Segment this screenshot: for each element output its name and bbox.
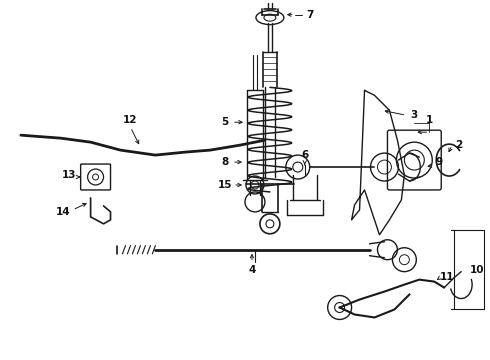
Text: 3: 3	[411, 110, 418, 120]
Text: 8: 8	[221, 157, 229, 167]
Text: 14: 14	[55, 207, 70, 217]
Text: 6: 6	[301, 150, 308, 160]
Text: 13: 13	[61, 170, 76, 180]
Text: 15: 15	[218, 180, 232, 190]
Text: 5: 5	[221, 117, 229, 127]
Text: 4: 4	[248, 265, 256, 275]
Text: 1: 1	[426, 115, 433, 125]
Text: 12: 12	[123, 115, 138, 125]
Text: 10: 10	[470, 265, 484, 275]
Text: 2: 2	[456, 140, 463, 150]
Text: 7: 7	[306, 10, 314, 20]
Text: 9: 9	[436, 157, 443, 167]
Text: 11: 11	[440, 272, 454, 282]
